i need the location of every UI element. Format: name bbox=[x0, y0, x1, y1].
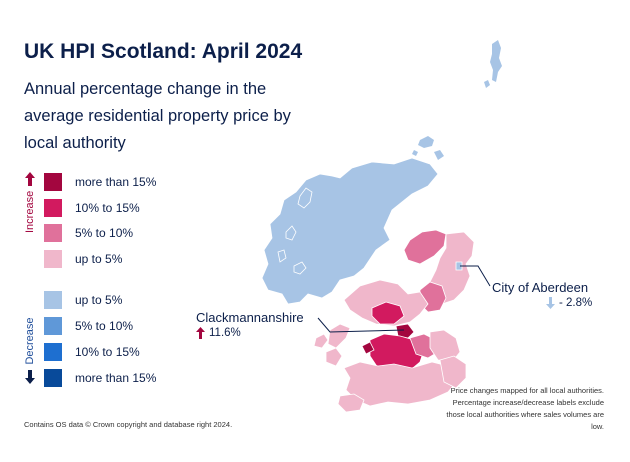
legend-label: up to 5% bbox=[75, 252, 123, 266]
clackmannanshire-callout-name: Clackmannanshire bbox=[196, 310, 304, 325]
region-northeast bbox=[403, 229, 475, 313]
legend-item-increase-10-15: 10% to 15% bbox=[44, 199, 140, 217]
legend-label: more than 15% bbox=[75, 371, 157, 385]
page-title: UK HPI Scotland: April 2024 bbox=[24, 40, 303, 63]
legend-swatch bbox=[44, 224, 62, 242]
legend-label: more than 15% bbox=[75, 175, 157, 189]
map-note: Price changes mapped for all local autho… bbox=[446, 386, 604, 431]
legend-swatch bbox=[44, 369, 62, 387]
decrease-arrow-icon bbox=[25, 370, 35, 384]
legend-label: 5% to 10% bbox=[75, 319, 134, 333]
legend-label: 10% to 15% bbox=[75, 201, 140, 215]
legend-item-increase-5-10: 5% to 10% bbox=[44, 224, 133, 242]
legend-swatch bbox=[44, 173, 62, 191]
legend-label: up to 5% bbox=[75, 293, 123, 307]
legend-swatch bbox=[44, 317, 62, 335]
up-arrow-icon bbox=[196, 327, 205, 339]
northern-isles bbox=[412, 40, 502, 160]
legend-item-decrease-gt15: more than 15% bbox=[44, 369, 156, 387]
aberdeen-callout-value: - 2.8% bbox=[546, 297, 592, 309]
legend-item-decrease-10-15: 10% to 15% bbox=[44, 343, 140, 361]
legend-label: 5% to 10% bbox=[75, 226, 134, 240]
aberdeen-value-text: - 2.8% bbox=[559, 297, 593, 309]
aberdeen-callout-name: City of Aberdeen bbox=[492, 280, 589, 295]
legend-swatch bbox=[44, 343, 62, 361]
clackmannanshire-value-text: 11.6% bbox=[209, 327, 241, 339]
legend-item-decrease-5-10: 5% to 10% bbox=[44, 317, 133, 335]
page-subtitle: Annual percentage change in the average … bbox=[24, 80, 291, 152]
increase-arrow-icon bbox=[25, 172, 35, 186]
clackmannanshire-leader-line bbox=[317, 317, 405, 333]
legend-item-increase-gt15: more than 15% bbox=[44, 173, 156, 191]
legend-item-increase-0-5: up to 5% bbox=[44, 250, 122, 268]
region-south bbox=[313, 323, 467, 413]
region-central bbox=[343, 279, 461, 375]
legend-item-decrease-0-5: up to 5% bbox=[44, 291, 122, 309]
map-credit: Contains OS data © Crown copyright and d… bbox=[24, 420, 233, 429]
legend-swatch bbox=[44, 250, 62, 268]
region-highland bbox=[261, 157, 439, 305]
down-arrow-icon bbox=[546, 297, 555, 309]
clackmannanshire-callout-value: 11.6% bbox=[196, 327, 241, 339]
legend-label: 10% to 15% bbox=[75, 345, 140, 359]
legend-swatch bbox=[44, 199, 62, 217]
aberdeen-leader-line bbox=[460, 265, 491, 287]
legend-swatch bbox=[44, 291, 62, 309]
